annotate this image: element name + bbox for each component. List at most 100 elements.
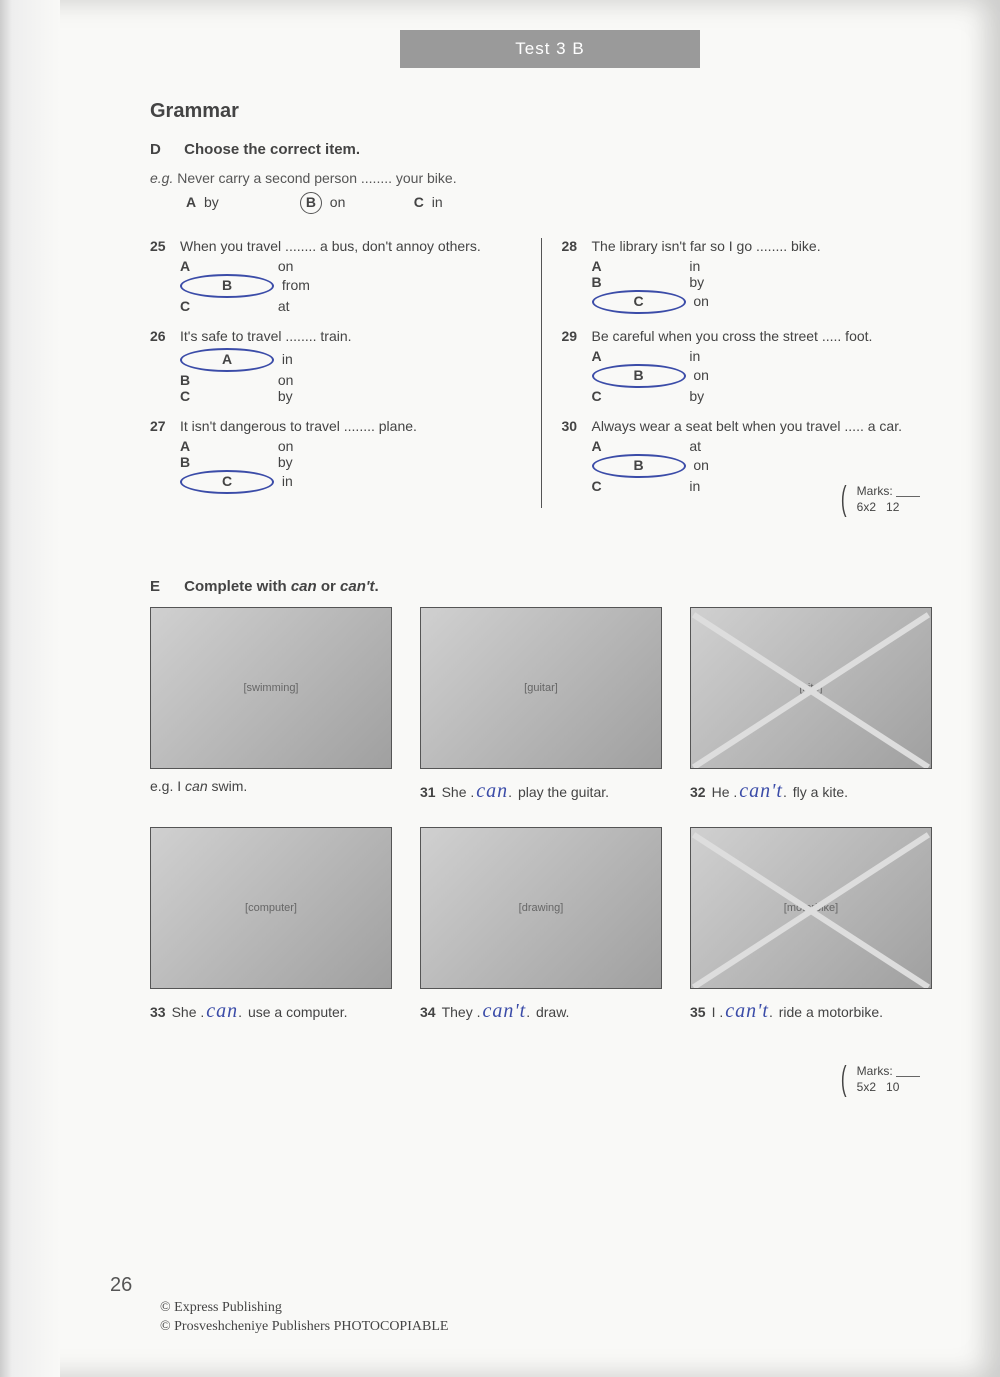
caption: 35I .can't. ride a motorbike.	[690, 997, 930, 1025]
option-letter: B	[592, 364, 686, 388]
handwritten-answer: can	[476, 780, 508, 802]
option-letter: A	[180, 258, 270, 274]
marks-e-total: 10	[886, 1080, 899, 1094]
option-word: on	[693, 293, 783, 309]
option-letter: C	[180, 470, 274, 494]
exercise-d-letter: D	[150, 141, 180, 158]
footer: © Express Publishing © Prosveshcheniye P…	[110, 1298, 448, 1337]
illustration-placeholder: [drawing]	[420, 827, 662, 989]
option-word: in	[689, 348, 779, 364]
caption-em: can	[185, 778, 208, 794]
option-word: by	[278, 454, 368, 470]
option-word: on	[278, 438, 368, 454]
page: Test 3 B Grammar D Choose the correct it…	[0, 0, 1000, 1377]
option-letter: C	[180, 298, 270, 314]
caption-text-pre: She	[442, 784, 471, 800]
question-options: A onB byC in	[150, 438, 529, 494]
exercise-e-head: E Complete with can or can't.	[150, 578, 940, 595]
binding-shadow	[0, 0, 60, 1377]
caption-number: 35	[690, 1004, 706, 1020]
footer-line2: © Prosveshcheniye Publishers PHOTOCOPIAB…	[160, 1317, 448, 1337]
option-letter: B	[180, 372, 270, 388]
option-word: by	[689, 388, 779, 404]
question-number: 27	[150, 418, 180, 434]
e-instr-pre: Complete with	[184, 578, 291, 595]
example-opt-a-word: by	[204, 194, 219, 210]
example-options: A by B on C in	[150, 192, 940, 214]
question-number: 29	[562, 328, 592, 344]
question-text: Be careful when you cross the street ...…	[592, 328, 941, 344]
caption-text-post: play the guitar.	[514, 784, 609, 800]
question-text: It isn't dangerous to travel ........ pl…	[180, 418, 529, 434]
paren-icon: (	[841, 1060, 847, 1099]
illustration-placeholder: [motorbike]	[690, 827, 932, 989]
option-letter: A	[592, 258, 682, 274]
picture-cell: [motorbike] 35I .can't. ride a motorbike.	[690, 827, 930, 1025]
picture-cell: [swimming]e.g. I can swim.	[150, 607, 390, 805]
marks-d-formula: 6x2	[857, 500, 876, 514]
option-word: in	[282, 473, 372, 489]
picture-cell: [kite]32He .can't. fly a kite.	[690, 607, 930, 805]
option-word: on	[278, 372, 368, 388]
handwritten-answer: can't	[482, 1000, 526, 1022]
option-word: on	[693, 367, 783, 383]
option-letter: B	[180, 454, 270, 470]
question-options: A inB byC on	[562, 258, 941, 314]
caption-number: 32	[690, 784, 706, 800]
caption-number: 33	[150, 1004, 166, 1020]
exercise-e-instruction: Complete with can or can't.	[184, 578, 378, 595]
example-line: e.g. Never carry a second person .......…	[150, 170, 940, 186]
question-block: 28The library isn't far so I go ........…	[562, 238, 941, 314]
marks-d-label: Marks:	[857, 484, 893, 498]
illustration-placeholder: [computer]	[150, 827, 392, 989]
question-options: A inB onC by	[150, 348, 529, 404]
question-text: The library isn't far so I go ........ b…	[592, 238, 941, 254]
question-number: 30	[562, 418, 592, 434]
option-word: at	[278, 298, 368, 314]
caption: 31She .can. play the guitar.	[420, 777, 660, 805]
page-number: 26	[110, 1274, 132, 1297]
exercise-d-head: D Choose the correct item.	[150, 141, 940, 158]
e-instr-post: .	[374, 578, 378, 595]
content-area: Grammar D Choose the correct item. e.g. …	[150, 100, 940, 1047]
picture-cell: [drawing]34They .can't. draw.	[420, 827, 660, 1025]
option-word: by	[689, 274, 779, 290]
handwritten-answer: can't	[739, 780, 783, 802]
marks-e: ( Marks: 5x2 10	[838, 1060, 920, 1099]
illustration-placeholder: [swimming]	[150, 607, 392, 769]
option-letter: A	[592, 438, 682, 454]
question-options: A inB onC by	[562, 348, 941, 404]
marks-d-rule	[896, 496, 920, 497]
illustration-placeholder: [kite]	[690, 607, 932, 769]
question-text: Always wear a seat belt when you travel …	[592, 418, 941, 434]
caption-text-post: draw.	[532, 1004, 569, 1020]
caption-text-post: swim.	[208, 778, 248, 794]
example-text: Never carry a second person ........ you…	[177, 170, 456, 186]
questions-columns: 25When you travel ........ a bus, don't …	[150, 238, 940, 508]
header-title-band: Test 3 B	[400, 30, 700, 68]
question-text: When you travel ........ a bus, don't an…	[180, 238, 529, 254]
caption-text-pre: She	[172, 1004, 201, 1020]
picture-cell: [computer]33She .can. use a computer.	[150, 827, 390, 1025]
question-options: A onB fromC at	[150, 258, 529, 314]
option-letter: A	[180, 348, 274, 372]
option-letter: C	[180, 388, 270, 404]
caption-text-pre: He	[712, 784, 734, 800]
example-opt-b-word: on	[330, 194, 346, 210]
picture-row-2: [computer]33She .can. use a computer.[dr…	[150, 827, 940, 1025]
left-column: 25When you travel ........ a bus, don't …	[150, 238, 542, 508]
example-opt-c-letter: C	[414, 194, 424, 210]
exercise-d-instruction: Choose the correct item.	[184, 141, 360, 158]
question-number: 25	[150, 238, 180, 254]
question-block: 27It isn't dangerous to travel ........ …	[150, 418, 529, 494]
footer-line1: © Express Publishing	[160, 1298, 448, 1318]
option-word: in	[282, 351, 372, 367]
option-word: on	[693, 457, 783, 473]
question-block: 25When you travel ........ a bus, don't …	[150, 238, 529, 314]
question-block: 29Be careful when you cross the street .…	[562, 328, 941, 404]
illustration-placeholder: [guitar]	[420, 607, 662, 769]
e-instr-em2: can't	[340, 578, 374, 595]
example-opt-b-letter: B	[300, 192, 322, 214]
e-instr-mid: or	[317, 578, 340, 595]
question-number: 26	[150, 328, 180, 344]
